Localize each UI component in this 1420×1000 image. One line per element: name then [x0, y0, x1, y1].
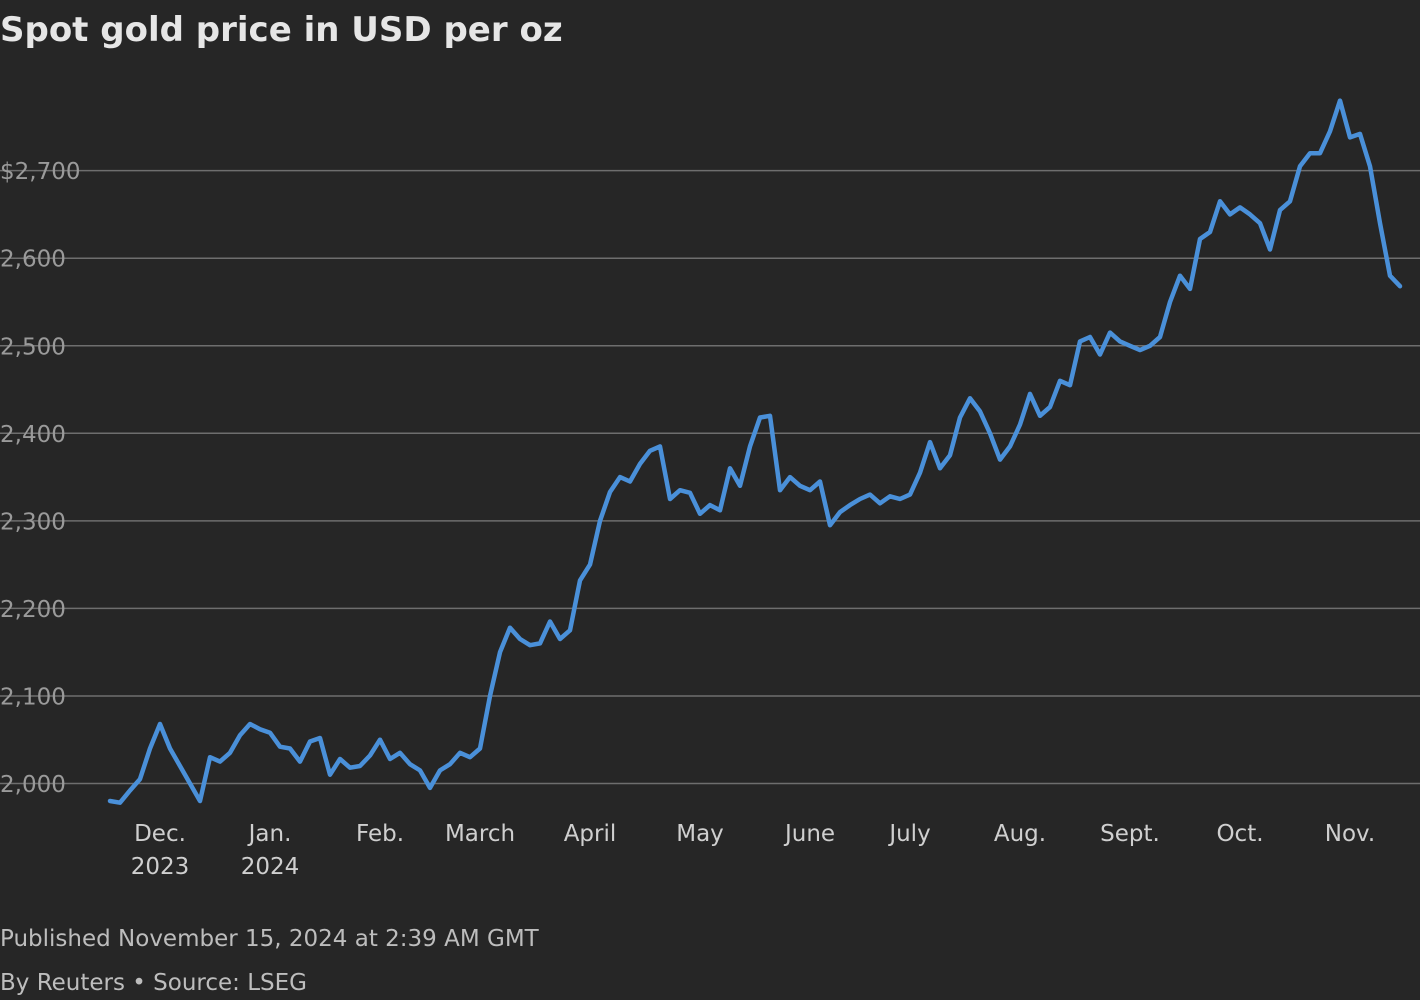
y-tick-label: 2,400: [0, 422, 66, 448]
x-tick-label: Dec. 2023: [130, 821, 190, 880]
x-tick-label: Sept.: [1100, 821, 1160, 847]
x-tick-label: Feb.: [355, 821, 405, 847]
y-tick-label: 2,300: [0, 509, 66, 535]
y-tick-label: 2,100: [0, 684, 66, 710]
x-tick-label: July: [889, 821, 931, 847]
byline: By Reuters • Source: LSEG: [0, 970, 307, 996]
x-tick-label: Aug.: [993, 821, 1047, 847]
y-tick-label: 2,000: [0, 772, 66, 798]
x-tick-label: Nov.: [1324, 821, 1376, 847]
x-tick-label: Jan. 2024: [240, 821, 300, 880]
x-tick-label: Oct.: [1216, 821, 1264, 847]
x-tick-label: April: [563, 821, 617, 847]
y-tick-label: 2,600: [0, 247, 66, 273]
y-tick-label: 2,500: [0, 334, 66, 360]
x-tick-label: March: [444, 821, 516, 847]
chart-title: Spot gold price in USD per oz: [0, 10, 563, 50]
price-line: [107, 98, 1403, 805]
x-tick-label: May: [676, 821, 724, 847]
published: Published November 15, 2024 at 2:39 AM G…: [0, 926, 539, 952]
y-tick-label: 2,200: [0, 597, 66, 623]
x-tick-label: June: [784, 821, 836, 847]
y-tick-label: $2,700: [0, 159, 80, 185]
